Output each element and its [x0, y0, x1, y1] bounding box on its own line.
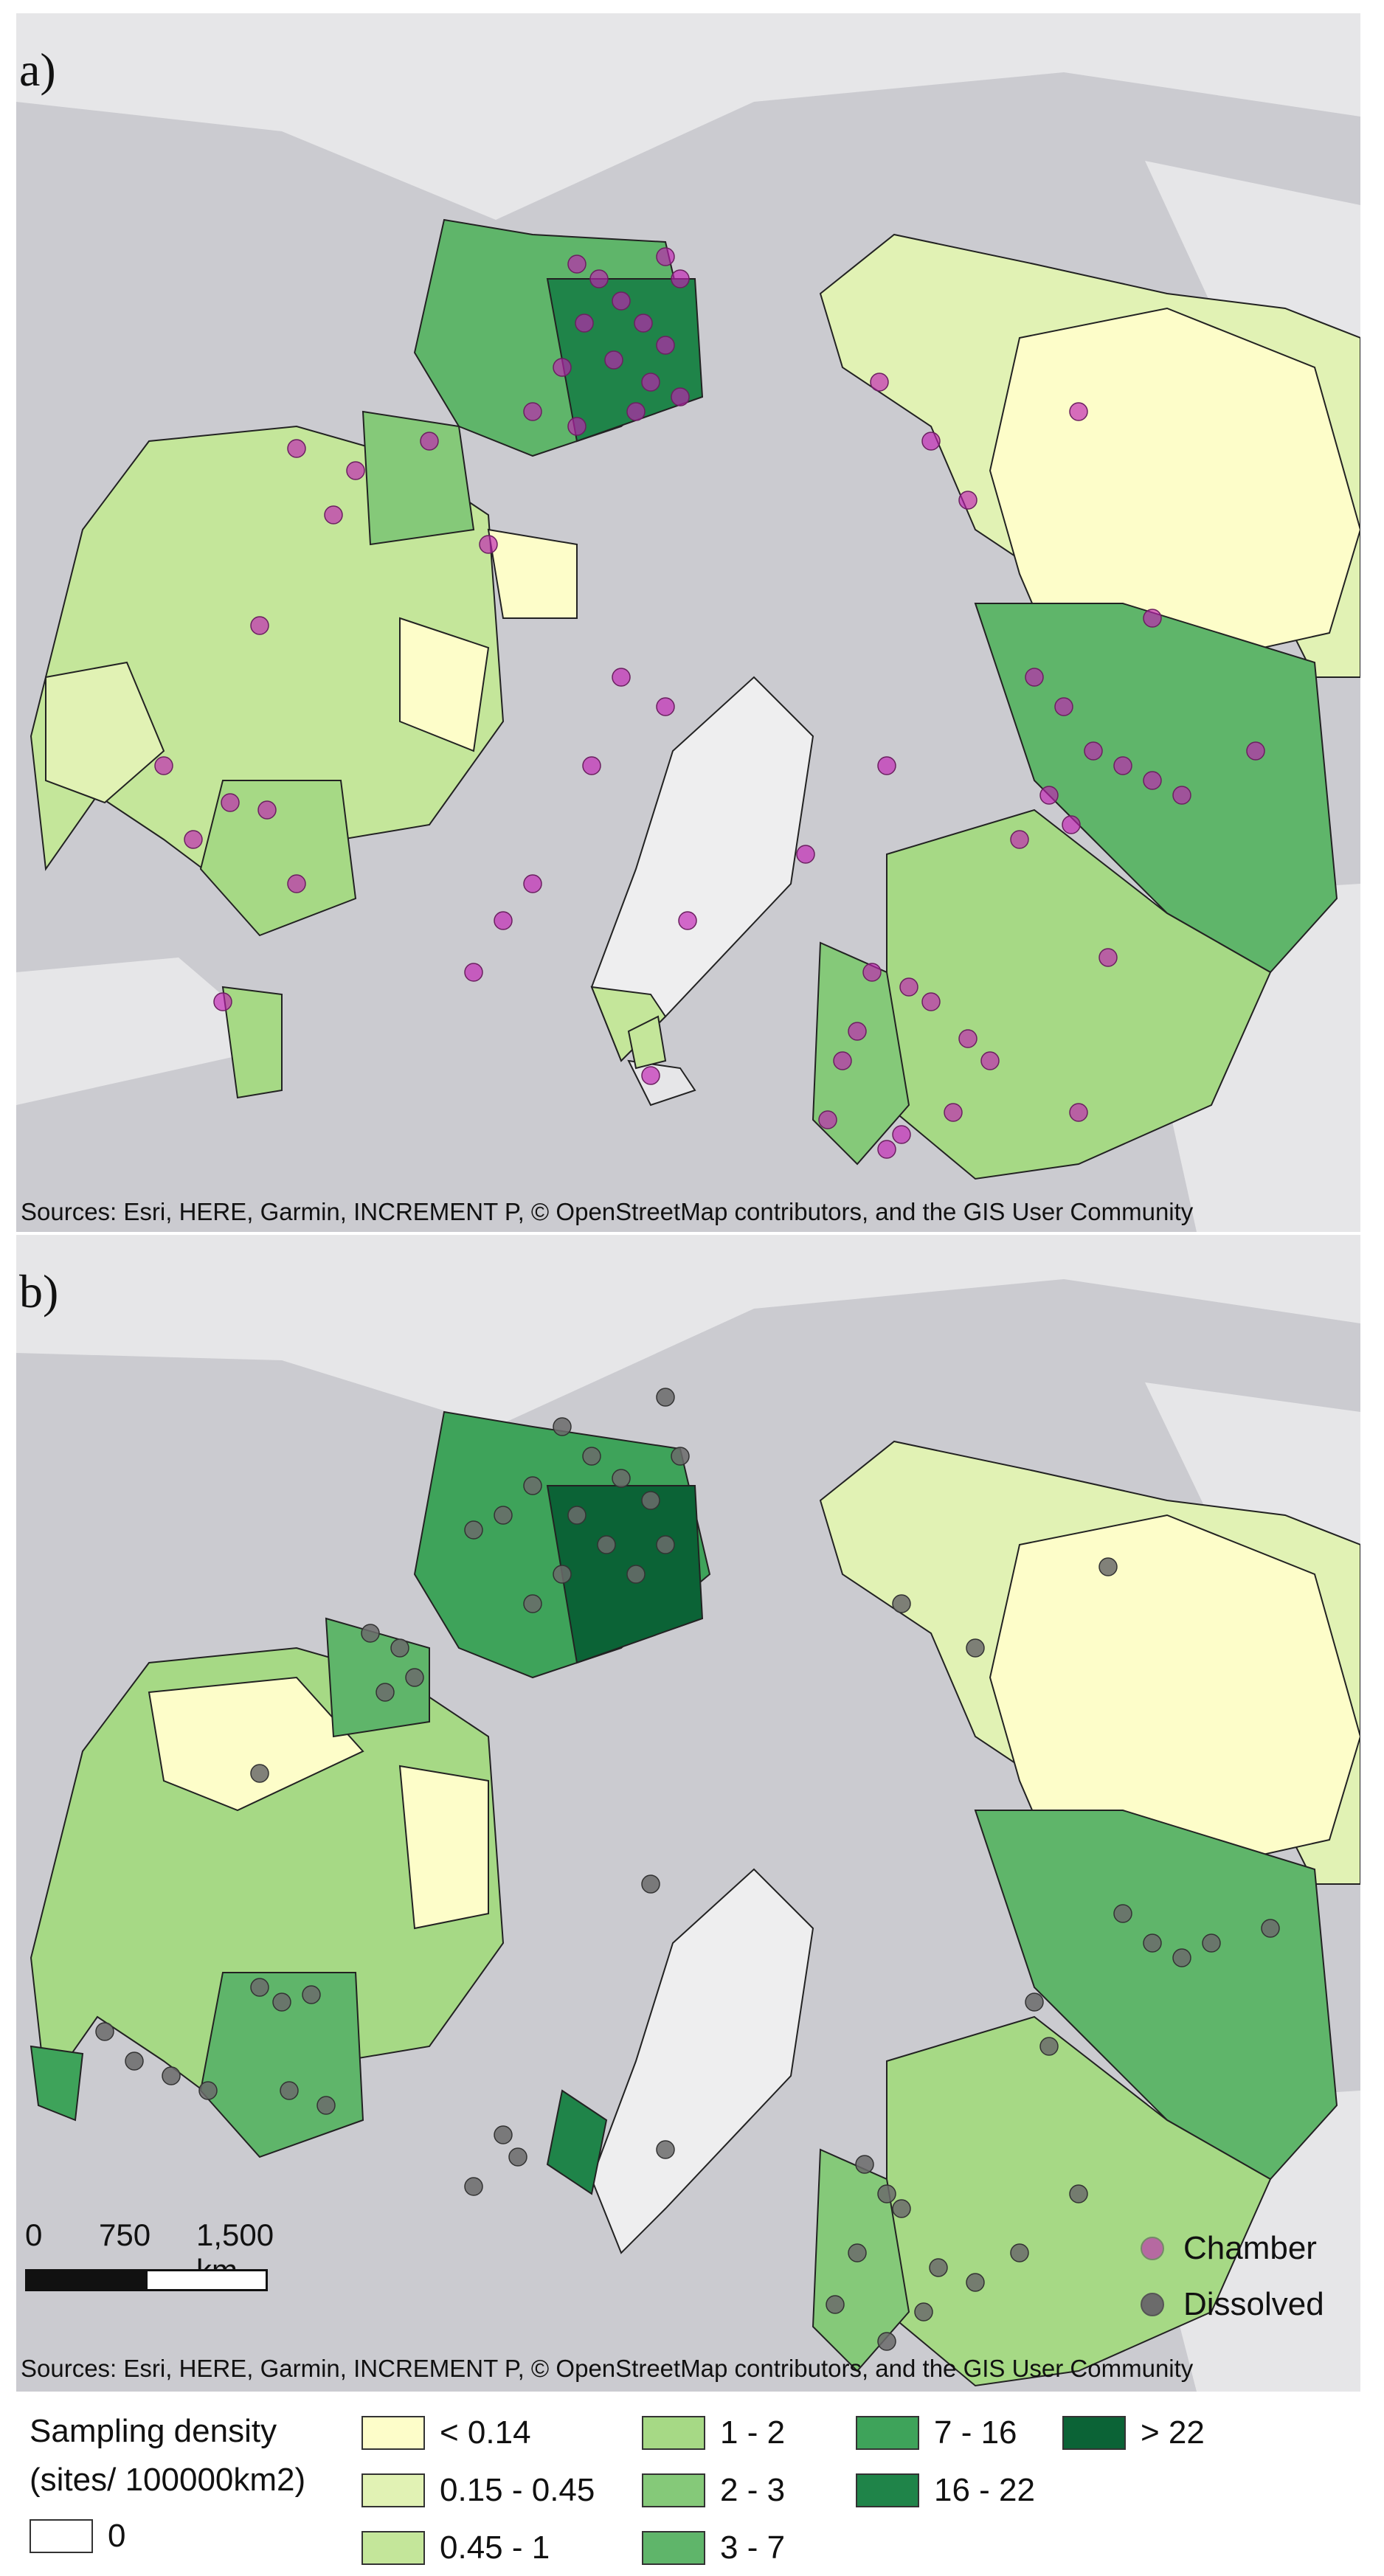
map-b-svg [16, 1235, 1360, 2392]
panel-label-b: b) [19, 1265, 59, 1318]
map-a-svg [16, 13, 1360, 1232]
scale-bar-segment-black [25, 2269, 148, 2291]
point-legend-dissolved: Dissolved [1095, 2276, 1338, 2333]
density-class-9: > 22 [1062, 2414, 1205, 2451]
swatch [642, 2531, 705, 2565]
panel-label-a: a) [19, 44, 56, 96]
point-legend-label: Dissolved [1183, 2286, 1324, 2322]
eurasia-regions [812, 1440, 1360, 2387]
swatch [361, 2416, 425, 2450]
swatch [856, 2473, 919, 2507]
greenland [546, 1868, 814, 2254]
scale-bar-segment-white [145, 2269, 268, 2291]
scale-label-0: 0 [25, 2217, 43, 2252]
swatch-zero [30, 2519, 93, 2553]
density-legend-title: Sampling density (sites/ 100000km2) [30, 2407, 305, 2504]
density-legend-title-line1: Sampling density [30, 2413, 277, 2449]
density-class-label: 0.15 - 0.45 [440, 2472, 595, 2508]
density-legend-zero: 0 [30, 2518, 125, 2555]
map-panel-b: b) 0 750 1,500 km Chamber Dissolved Sour… [16, 1235, 1360, 2392]
density-class-label: > 22 [1141, 2414, 1205, 2451]
north-america-regions [30, 218, 704, 1099]
density-class-label: 0.45 - 1 [440, 2530, 550, 2566]
density-class-label: 1 - 2 [720, 2414, 786, 2451]
swatch [361, 2473, 425, 2507]
density-class-8: 16 - 22 [856, 2472, 1035, 2509]
density-class-3: 0.45 - 1 [361, 2530, 550, 2566]
sources-attribution-b: Sources: Esri, HERE, Garmin, INCREMENT P… [21, 2355, 1194, 2382]
scale-bar: 0 750 1,500 km [25, 2217, 291, 2299]
density-class-label: < 0.14 [440, 2414, 531, 2451]
swatch [642, 2416, 705, 2450]
density-class-2: 0.15 - 0.45 [361, 2472, 595, 2509]
density-class-6: 3 - 7 [642, 2530, 785, 2566]
swatch [642, 2473, 705, 2507]
point-legend-label: Chamber [1183, 2230, 1317, 2266]
density-class-label: 3 - 7 [720, 2530, 786, 2566]
density-class-5: 2 - 3 [642, 2472, 785, 2509]
dissolved-dot-icon [1141, 2293, 1164, 2316]
density-class-7: 7 - 16 [856, 2414, 1017, 2451]
north-america-regions [30, 1410, 711, 2158]
greenland [590, 676, 814, 1107]
swatch [856, 2416, 919, 2450]
density-legend-title-line2: (sites/ 100000km2) [30, 2462, 306, 2498]
density-class-1: < 0.14 [361, 2414, 531, 2451]
map-panel-a: a) Sources: Esri, HERE, Garmin, INCREMEN… [16, 13, 1360, 1232]
point-legend: Chamber Dissolved [1095, 2220, 1338, 2333]
chamber-points [154, 247, 1265, 1159]
swatch [361, 2531, 425, 2565]
density-legend: Sampling density (sites/ 100000km2) 0 < … [30, 2401, 1357, 2571]
sources-attribution-a: Sources: Esri, HERE, Garmin, INCREMENT P… [21, 1198, 1194, 1225]
dissolved-points [95, 1388, 1280, 2351]
density-class-label: 16 - 22 [934, 2472, 1035, 2508]
eurasia-regions [812, 233, 1360, 1180]
scale-label-750: 750 [99, 2217, 151, 2252]
density-class-4: 1 - 2 [642, 2414, 785, 2451]
density-class-label: 2 - 3 [720, 2472, 786, 2508]
swatch [1062, 2416, 1126, 2450]
density-legend-zero-label: 0 [108, 2518, 126, 2554]
point-legend-chamber: Chamber [1095, 2220, 1338, 2276]
density-class-label: 7 - 16 [934, 2414, 1017, 2451]
chamber-dot-icon [1141, 2237, 1164, 2260]
